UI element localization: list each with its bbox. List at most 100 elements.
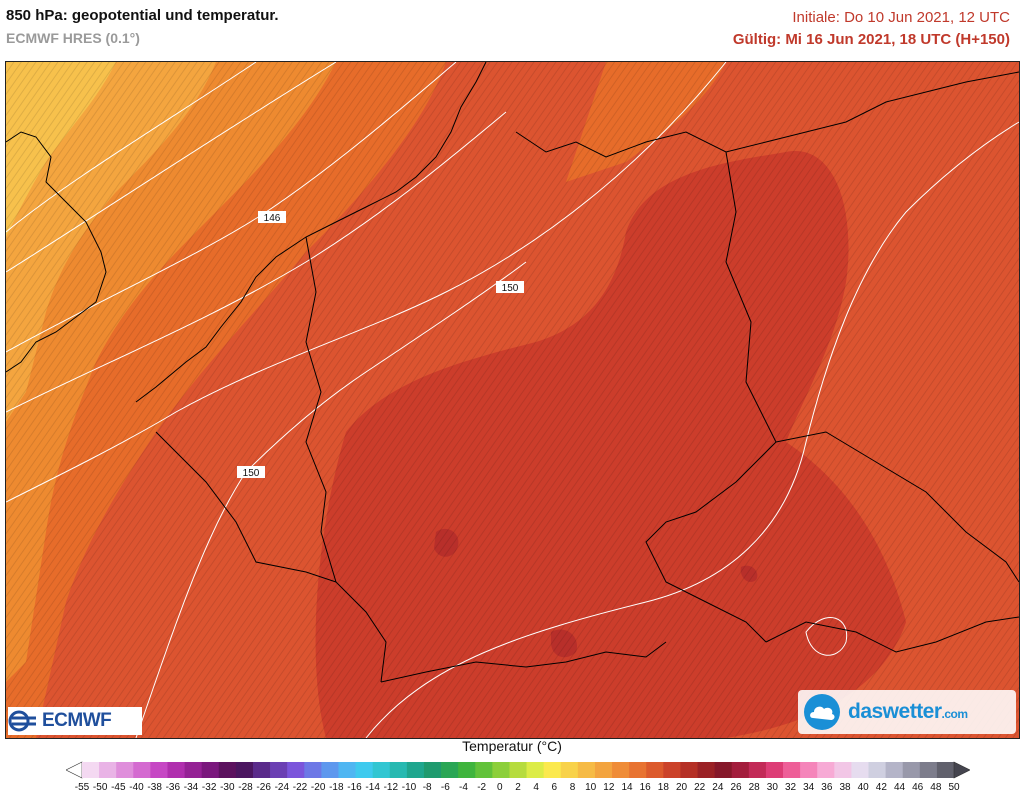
colorbar-tick-label: 44 bbox=[893, 782, 906, 793]
colorbar-tick-label: 28 bbox=[748, 782, 760, 793]
coastline-north-sea bbox=[135, 62, 487, 403]
ecmwf-logo: ECMWF bbox=[8, 707, 142, 735]
colorbar-swatch bbox=[287, 762, 305, 778]
colorbar-tick-label: 46 bbox=[912, 782, 924, 793]
colorbar-swatch bbox=[338, 762, 356, 778]
colorbar-swatch bbox=[612, 762, 630, 778]
daswetter-name: daswetter bbox=[848, 700, 942, 723]
colorbar-swatch bbox=[509, 762, 527, 778]
colorbar-swatch bbox=[868, 762, 887, 778]
colorbar-swatch bbox=[218, 762, 237, 778]
contour-labels: 146 150 150 bbox=[237, 211, 524, 479]
colorbar-tick-label: -18 bbox=[329, 782, 344, 793]
colorbar-tick-label: 48 bbox=[930, 782, 942, 793]
contour-line bbox=[6, 62, 337, 273]
colorbar-swatch bbox=[99, 762, 117, 778]
colorbar-swatch bbox=[201, 762, 220, 778]
colorbar-swatch bbox=[492, 762, 510, 778]
colorbar-tick-label: -26 bbox=[256, 782, 271, 793]
relief-shading bbox=[6, 62, 1019, 738]
colorbar-tick-label: -40 bbox=[129, 782, 144, 793]
colorbar-swatch bbox=[646, 762, 664, 778]
colorbar-swatch bbox=[475, 762, 493, 778]
colorbar-swatch bbox=[270, 762, 288, 778]
weather-map[interactable]: 146 150 150 bbox=[5, 61, 1020, 739]
colorbar-swatch bbox=[167, 762, 185, 778]
colorbar-tick-label: 20 bbox=[675, 782, 688, 793]
colorbar-tick-label: 22 bbox=[694, 782, 706, 793]
colorbar-tick-label: 42 bbox=[875, 782, 887, 793]
colorbar-swatch bbox=[252, 762, 271, 778]
colorbar-swatch bbox=[885, 762, 904, 778]
daswetter-logo: daswetter.com bbox=[798, 690, 1016, 734]
colorbar-swatch bbox=[304, 762, 322, 778]
border-germany-west bbox=[305, 236, 387, 683]
colorbar-tick-label: -2 bbox=[477, 782, 487, 793]
colorbar-tick-label: -50 bbox=[92, 782, 108, 793]
colorbar-swatch bbox=[714, 762, 733, 778]
colorbar-swatch bbox=[543, 762, 562, 778]
colorbar-swatch bbox=[663, 762, 681, 778]
colorbar-tick-label: 16 bbox=[639, 782, 651, 793]
colorbar-swatch bbox=[731, 762, 750, 778]
colorbar-tick-label: -12 bbox=[383, 782, 399, 793]
colorbar-swatch bbox=[458, 762, 476, 778]
colorbar-swatch bbox=[851, 762, 869, 778]
daswetter-cloud-icon bbox=[804, 694, 840, 730]
colorbar-tick-label: -38 bbox=[147, 782, 162, 793]
colorbar-swatch bbox=[697, 762, 716, 778]
colorbar-swatch bbox=[560, 762, 579, 778]
contour-line bbox=[6, 111, 507, 413]
colorbar-swatch bbox=[441, 762, 459, 778]
contour-label-150: 150 bbox=[502, 283, 519, 294]
colorbar-tick-label: -34 bbox=[183, 782, 199, 793]
colorbar-tick-label: 6 bbox=[551, 782, 558, 793]
colorbar-tick-label: 18 bbox=[657, 782, 669, 793]
colorbar-swatch bbox=[817, 762, 835, 778]
colorbar-tick-label: -16 bbox=[347, 782, 362, 793]
colorbar-tick-label: 14 bbox=[621, 782, 633, 793]
colorbar-swatch bbox=[800, 762, 818, 778]
colorbar-tick-label: -4 bbox=[459, 782, 468, 793]
colorbar-swatch bbox=[150, 762, 168, 778]
colorbar-swatch bbox=[133, 762, 151, 778]
colorbar-swatch bbox=[406, 762, 425, 778]
colorbar-swatch bbox=[680, 762, 698, 778]
border-france bbox=[155, 431, 337, 583]
coastlines-borders bbox=[6, 62, 1019, 683]
colorbar-tick-label: -32 bbox=[201, 782, 217, 793]
colorbar-tick-label: 34 bbox=[803, 782, 815, 793]
colorbar-swatch bbox=[902, 762, 921, 778]
colorbar-tick-label: -20 bbox=[310, 782, 326, 793]
border-germany-east bbox=[645, 151, 777, 643]
colorbar-tick-label: -28 bbox=[238, 782, 253, 793]
colorbar-tick-label: -8 bbox=[422, 782, 432, 793]
border-austria bbox=[765, 616, 1019, 653]
contour-line bbox=[6, 62, 257, 233]
colorbar-tick-label: 2 bbox=[515, 782, 521, 793]
colorbar-title: Temperatur (°C) bbox=[462, 738, 562, 754]
colorbar-swatch bbox=[235, 762, 254, 778]
coastline-baltic bbox=[515, 71, 1019, 158]
daswetter-suffix: .com bbox=[941, 707, 969, 721]
colorbar-tick-label: 10 bbox=[585, 782, 597, 793]
colorbar-swatch bbox=[748, 762, 767, 778]
colorbar-swatch bbox=[577, 762, 596, 778]
colorbar-swatch bbox=[526, 762, 545, 778]
colorbar-swatch bbox=[82, 762, 100, 778]
colorbar-swatch bbox=[321, 762, 339, 778]
ecmwf-logo-icon bbox=[8, 710, 36, 732]
colorbar-tick-label: -6 bbox=[440, 782, 450, 793]
colorbar bbox=[66, 761, 970, 779]
colorbar-swatch bbox=[629, 762, 647, 778]
colorbar-tick-label: 50 bbox=[948, 782, 960, 793]
colorbar-tick-label: 36 bbox=[821, 782, 833, 793]
contour-line-150 bbox=[6, 62, 727, 503]
valid-time: Gültig: Mi 16 Jun 2021, 18 UTC (H+150) bbox=[732, 31, 1010, 48]
colorbar-swatch bbox=[765, 762, 784, 778]
contour-line bbox=[365, 121, 1019, 738]
colorbar-tick-label: 32 bbox=[784, 782, 797, 793]
map-title: 850 hPa: geopotential und temperatur. bbox=[6, 7, 279, 24]
colorbar-tick-label: -55 bbox=[74, 782, 90, 793]
colorbar-tick-label: 26 bbox=[730, 782, 742, 793]
